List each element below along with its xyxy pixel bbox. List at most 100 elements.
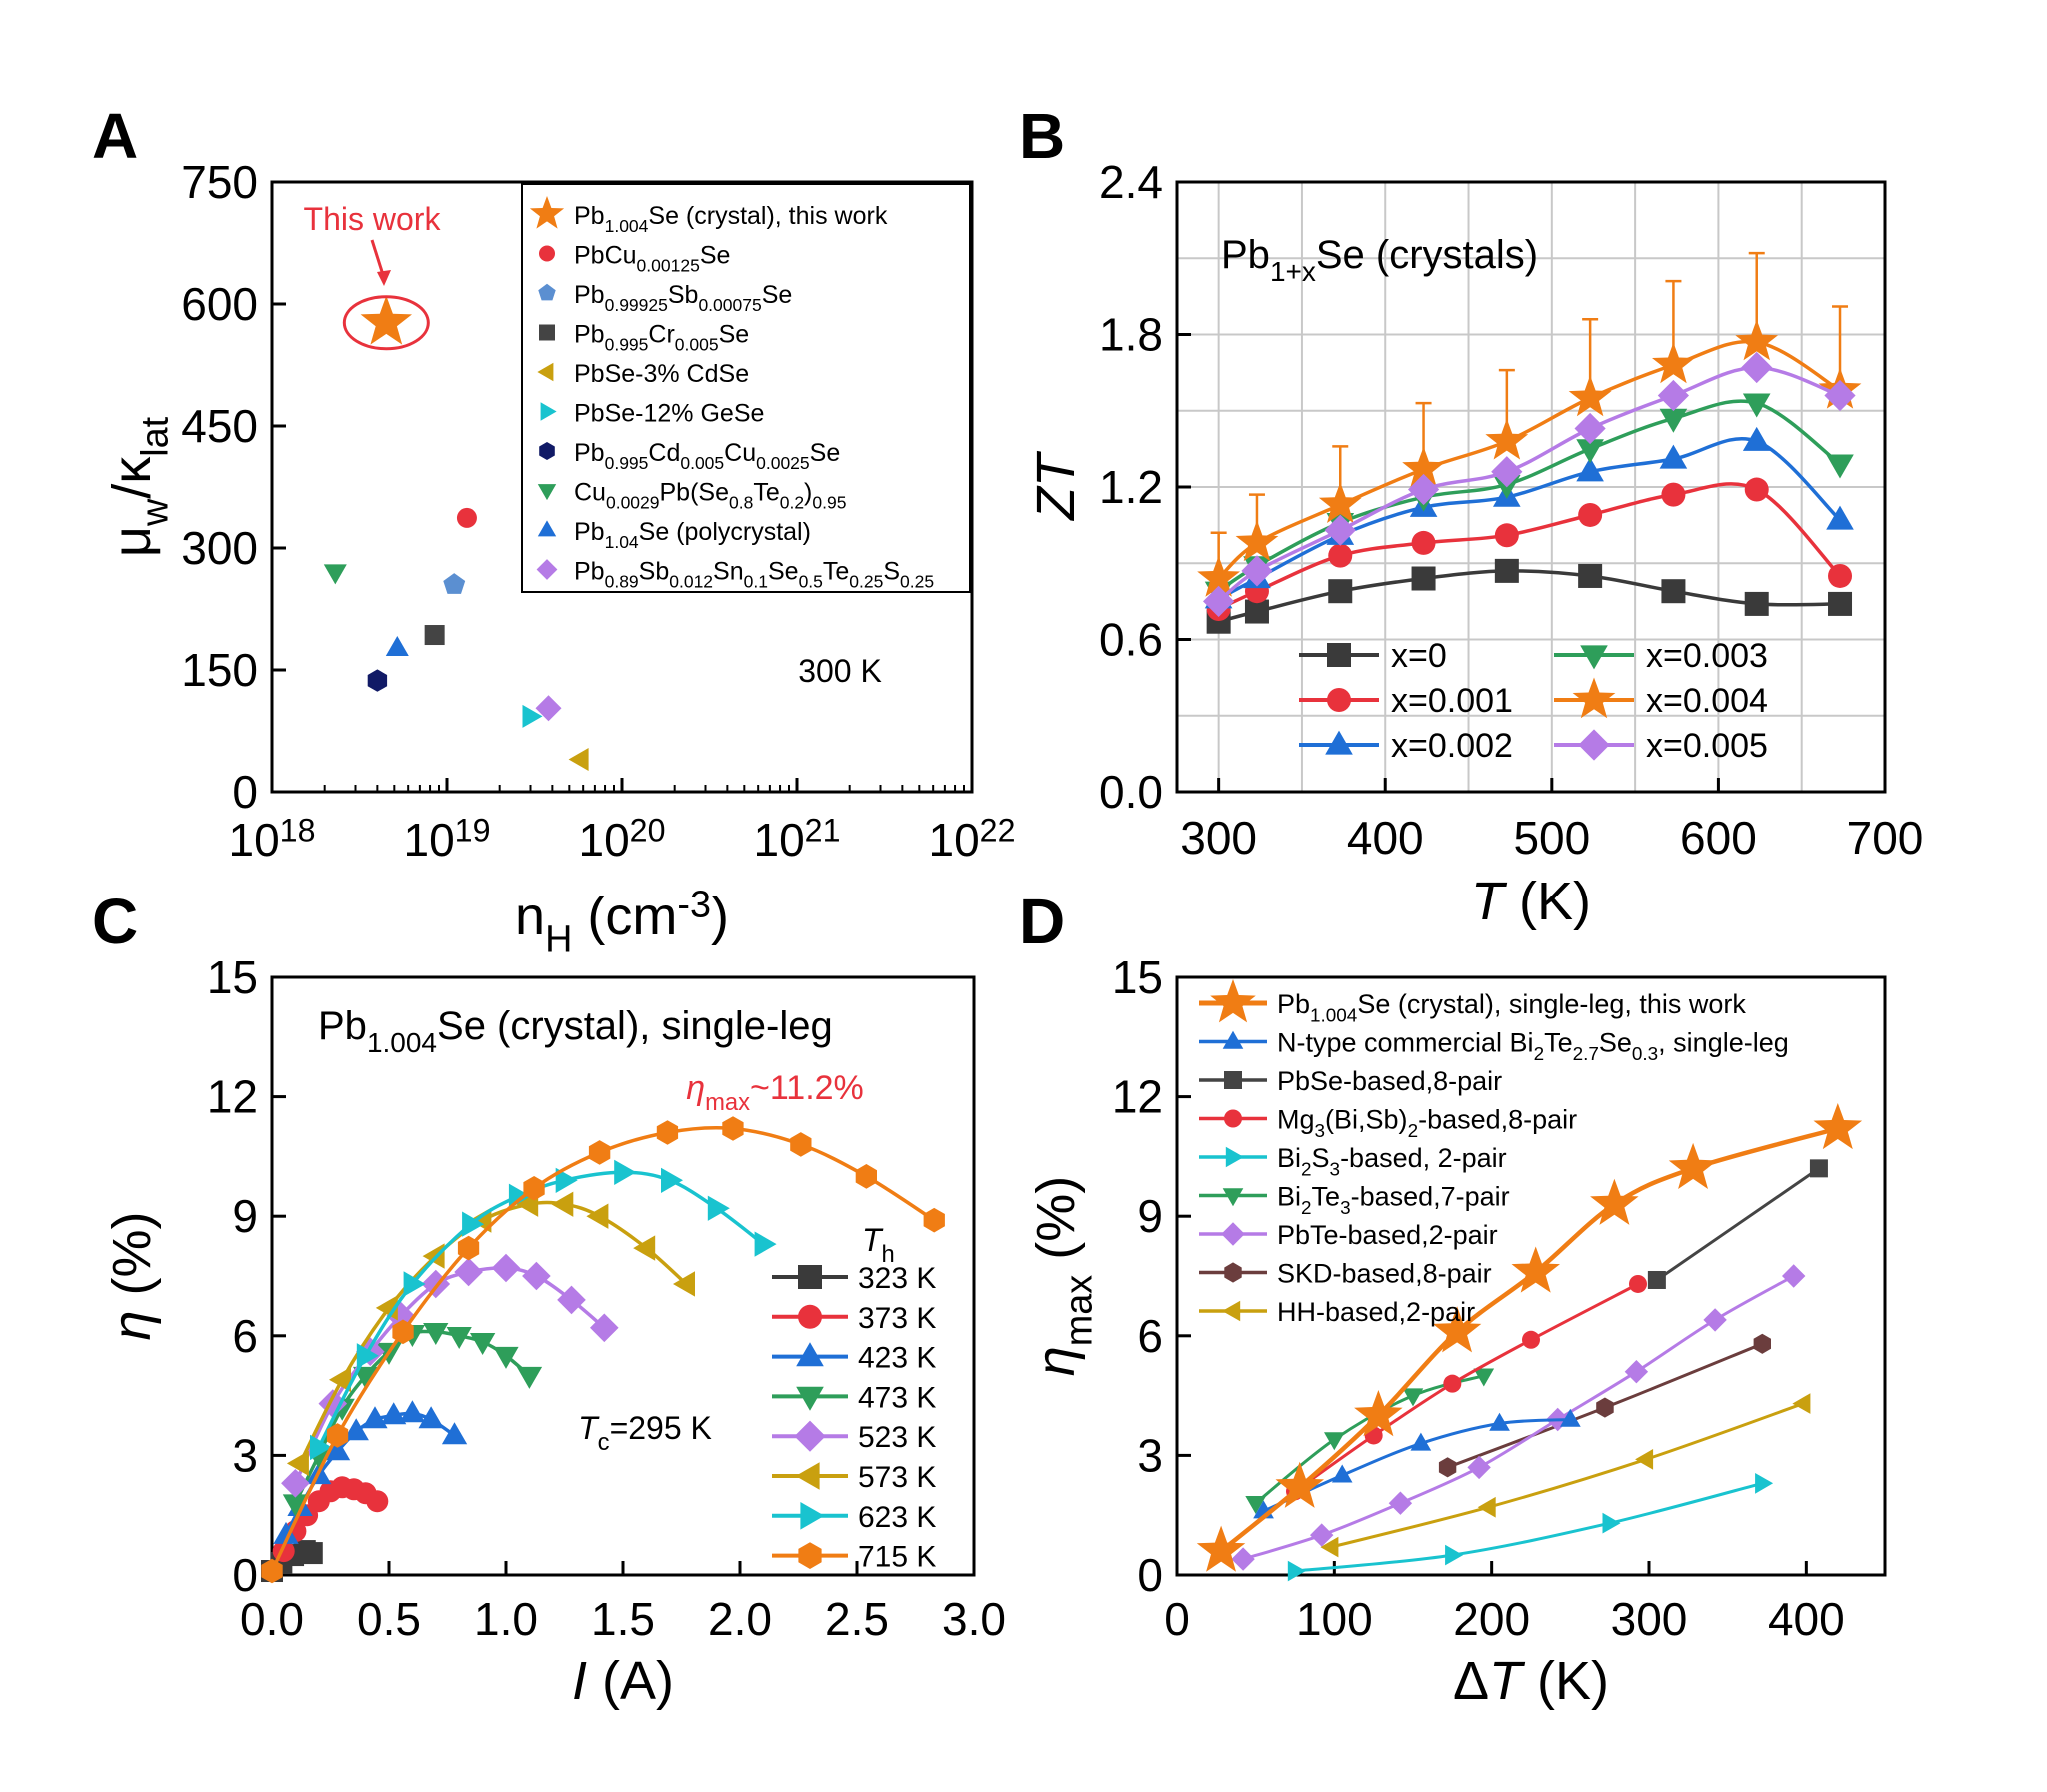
legend-label: 323 K <box>858 1262 936 1295</box>
data-point <box>421 1269 451 1299</box>
data-point <box>1668 1142 1718 1189</box>
y-tick-label: 1.8 <box>1099 309 1163 361</box>
data-point <box>422 1243 445 1269</box>
data-point <box>673 1271 695 1297</box>
y-tick-label: 750 <box>181 156 258 208</box>
data-point <box>1494 523 1519 548</box>
legend-marker <box>537 520 557 537</box>
x-tick-label: 0.5 <box>357 1593 421 1645</box>
legend-box <box>521 183 971 593</box>
data-point <box>1473 1368 1495 1387</box>
legend-marker <box>1327 688 1351 712</box>
highlight-ellipse <box>342 295 430 351</box>
data-point <box>1411 566 1436 591</box>
x-tick-label: 1021 <box>754 812 841 866</box>
legend-label: Bi2Te3-based,7-pair <box>1277 1182 1510 1220</box>
y-tick-label: 0.0 <box>1099 766 1163 818</box>
legend-marker <box>1225 1146 1244 1168</box>
x-tick-label: 2.0 <box>708 1593 772 1645</box>
data-point <box>557 1285 586 1315</box>
data-point <box>1318 482 1362 523</box>
legend-marker <box>1325 730 1353 755</box>
legend-label: Pb1.004Se (crystal), this work <box>574 202 888 236</box>
data-point <box>1735 319 1779 361</box>
data-point <box>1590 1178 1639 1225</box>
y-tick-label: 300 <box>181 522 258 574</box>
legend-marker <box>800 1502 825 1530</box>
data-point <box>1489 1412 1510 1431</box>
data-point <box>300 1542 323 1565</box>
legend-marker <box>1221 1222 1245 1246</box>
legend-marker <box>798 1542 822 1569</box>
legend-b: x=0 x=0.001 x=0.002 x=0.003 x=0.004 x=0.005 <box>1299 637 1768 765</box>
data-point <box>1388 1491 1413 1515</box>
data-point <box>1241 555 1273 587</box>
y-tick-label: 15 <box>1112 951 1163 1003</box>
y-tick-label: 0.6 <box>1099 614 1163 666</box>
legend-marker <box>537 484 557 501</box>
annotation-this-work: This work <box>304 201 442 237</box>
x-tick-label: 700 <box>1847 812 1924 864</box>
legend-marker <box>1224 1262 1242 1283</box>
data-point <box>1275 1461 1324 1508</box>
x-tick-label: 1022 <box>929 812 1016 866</box>
data-point <box>1324 1432 1345 1451</box>
data-point <box>343 1418 369 1441</box>
y-axis-label: ZT <box>1026 450 1086 522</box>
data-point <box>568 748 589 771</box>
data-point <box>1324 514 1356 546</box>
legend-marker <box>529 196 565 229</box>
data-point <box>399 1400 425 1423</box>
data-point <box>1197 556 1240 597</box>
data-point <box>493 1346 519 1369</box>
series-line <box>298 1200 688 1465</box>
data-point <box>1576 439 1604 464</box>
y-axis-label: μw/κlat <box>102 416 176 557</box>
data-point <box>1826 454 1854 479</box>
data-point <box>323 564 347 585</box>
annotation-arrowhead <box>377 270 391 286</box>
x-tick-label: 100 <box>1296 1593 1373 1645</box>
legend-marker <box>1210 979 1256 1023</box>
data-point <box>1408 473 1440 506</box>
legend-label: Pb1.04Se (polycrystal) <box>574 518 811 552</box>
legend-marker <box>538 283 556 301</box>
data-point <box>1354 1390 1403 1437</box>
panel-c: C 0.0 0.5 1.0 1.5 2.0 2.5 3.0 0 3 6 9 12 15 I (A) η (%)… <box>92 886 1006 1711</box>
data-point <box>324 1438 351 1461</box>
data-point <box>1467 1455 1491 1480</box>
data-point <box>356 1343 379 1369</box>
legend-marker <box>1222 1030 1244 1049</box>
data-point <box>261 1558 283 1584</box>
x-axis-label: I (A) <box>572 1651 674 1711</box>
legend-label: x=0.002 <box>1391 727 1513 765</box>
data-point <box>535 695 562 722</box>
data-point <box>418 1406 444 1429</box>
data-point <box>1287 1560 1306 1582</box>
data-point <box>1320 1536 1339 1558</box>
panel-label-b: B <box>1020 100 1065 172</box>
data-point <box>1792 1393 1811 1414</box>
x-tick-label: 500 <box>1513 812 1590 864</box>
y-tick-label: 6 <box>1137 1310 1163 1362</box>
data-point <box>367 669 388 692</box>
data-point <box>366 1490 389 1513</box>
data-point <box>457 1235 480 1261</box>
legend-label: Bi2S3-based, 2-pair <box>1277 1143 1507 1181</box>
data-point <box>522 704 543 728</box>
data-point <box>1647 1270 1666 1289</box>
legend-marker <box>539 324 555 341</box>
legend-label: Pb0.995Cr0.005Se <box>574 321 749 355</box>
data-point <box>385 636 409 656</box>
legend-marker <box>1224 1109 1242 1128</box>
y-tick-label: 12 <box>1112 1071 1163 1123</box>
legend-label: PbCu0.00125Se <box>574 242 730 276</box>
data-point <box>1494 558 1519 583</box>
data-point <box>1578 502 1603 527</box>
legend-label: Pb0.995Cd0.005Cu0.0025Se <box>574 439 840 473</box>
data-point <box>1596 1397 1614 1418</box>
data-point <box>281 1469 310 1498</box>
data-point <box>1438 1457 1457 1478</box>
data-point <box>1196 1525 1246 1572</box>
legend-marker <box>1572 677 1616 719</box>
